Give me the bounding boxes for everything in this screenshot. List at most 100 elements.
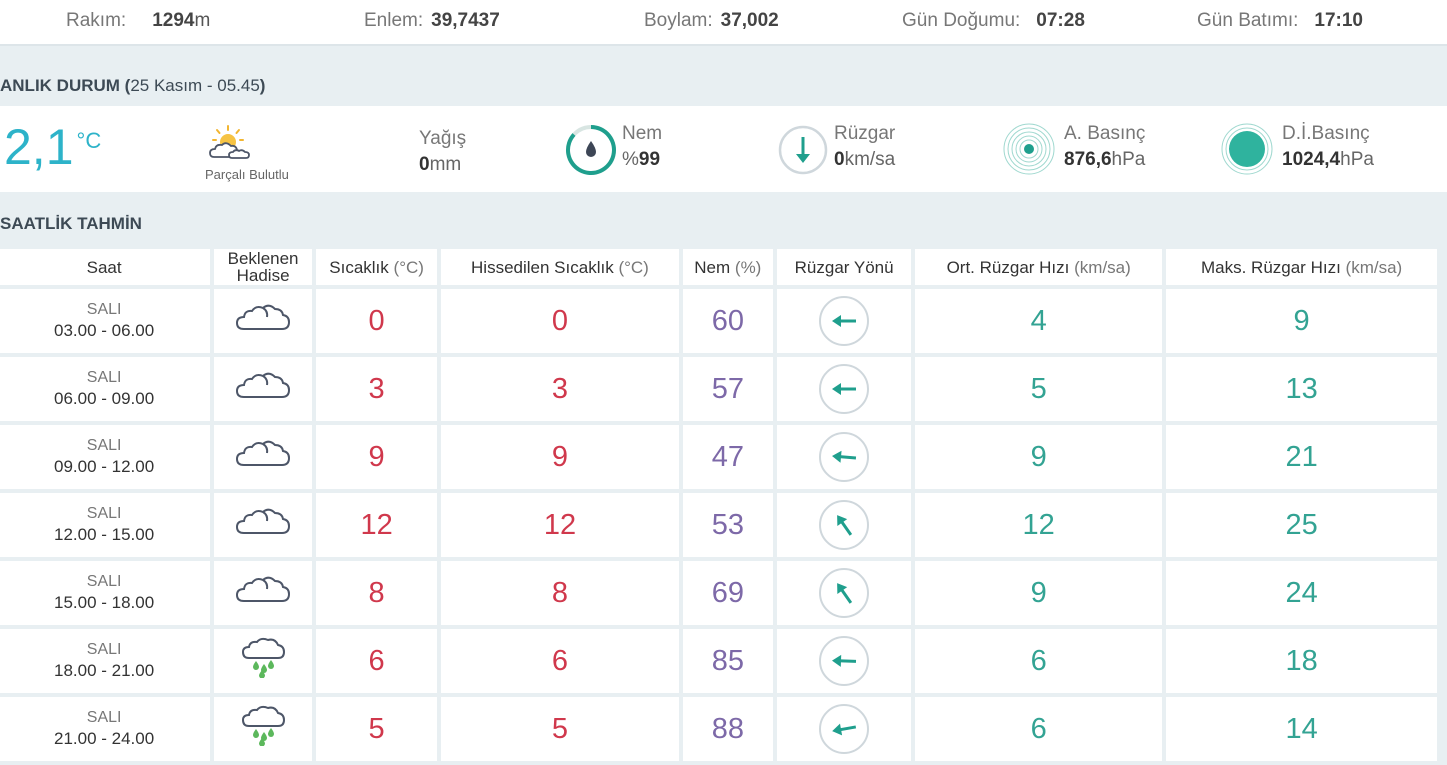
header-feels: Hissedilen Sıcaklık (°C) — [441, 249, 679, 285]
avg-wind-cell: 9 — [915, 561, 1163, 625]
sunset-value: 17:10 — [1314, 10, 1363, 31]
humidity-value: %99 — [622, 149, 660, 171]
table-header-row: Saat Beklenen Hadise Sıcaklık (°C) Hissed… — [0, 249, 1437, 285]
sea-pressure-unit: hPa — [1340, 149, 1374, 170]
cloud-icon — [236, 372, 291, 398]
wind-dir-cell — [777, 561, 912, 625]
wind-dir-cell — [777, 697, 912, 761]
time-range: 09.00 - 12.00 — [54, 457, 155, 476]
header-temp-unit: (°C) — [393, 257, 424, 277]
longitude: Boylam: 37,002 — [644, 10, 779, 32]
feels-cell: 12 — [441, 493, 679, 557]
altitude-unit: m — [194, 10, 211, 31]
wind-arrow — [837, 583, 853, 604]
header-event-line1: Beklenen — [227, 249, 299, 268]
max-wind-cell: 25 — [1166, 493, 1437, 557]
temp-cell: 5 — [315, 697, 438, 761]
wind-direction-icon — [819, 364, 870, 414]
wind-direction-icon — [819, 296, 870, 346]
table-row: SALI 09.00 - 12.00 9 9 47 9 21 — [0, 425, 1437, 489]
precip-unit: mm — [429, 154, 462, 175]
time-range: 21.00 - 24.00 — [54, 729, 155, 748]
feels-cell: 8 — [441, 561, 679, 625]
event-cell — [214, 697, 312, 761]
sea-pressure-label: D.İ.Basınç — [1282, 123, 1370, 144]
day-label: SALI — [86, 573, 122, 590]
wind-dir-cell — [777, 357, 912, 421]
wind-arrow — [832, 315, 857, 327]
header-humidity: Nem (%) — [682, 249, 774, 285]
pressure-label: A. Basınç — [1064, 123, 1146, 144]
hourly-forecast-title: SAATLİK TAHMİN — [0, 214, 142, 233]
temp-cell: 0 — [315, 289, 438, 353]
pressure-icon — [1003, 123, 1055, 175]
wind-unit: km/sa — [844, 149, 896, 170]
cloud-icon — [236, 576, 291, 602]
sea-pressure-value: 1024,4hPa — [1282, 149, 1374, 171]
feels-cell: 9 — [441, 425, 679, 489]
header-feels-text: Hissedilen Sıcaklık — [471, 257, 614, 277]
latitude-value: 39,7437 — [431, 10, 500, 31]
header-time-text: Saat — [86, 257, 122, 277]
cloud-icon — [236, 440, 291, 466]
time-cell: SALI 12.00 - 15.00 — [0, 493, 211, 557]
header-humidity-text: Nem — [694, 257, 731, 277]
header-event-line2: Hadise — [236, 266, 290, 285]
avg-wind-cell: 6 — [915, 697, 1163, 761]
time-range: 15.00 - 18.00 — [54, 593, 155, 612]
avg-wind-cell: 12 — [915, 493, 1163, 557]
time-cell: SALI 03.00 - 06.00 — [0, 289, 211, 353]
feels-cell: 3 — [441, 357, 679, 421]
humidity-cell: 60 — [682, 289, 774, 353]
pressure-value: 876,6hPa — [1064, 149, 1145, 171]
humidity-icon — [566, 125, 616, 175]
latitude-label: Enlem: — [364, 10, 424, 31]
temp-cell: 8 — [315, 561, 438, 625]
header-max-wind-unit: (km/sa) — [1345, 257, 1403, 277]
header-avg-wind-unit: (km/sa) — [1074, 257, 1131, 277]
current-date: 25 Kasım - 05.45 — [130, 76, 260, 95]
event-cell — [214, 289, 312, 353]
wind-dir-cell — [777, 425, 912, 489]
wind-direction-icon — [778, 125, 828, 175]
wind-label: Rüzgar — [834, 123, 896, 144]
max-wind-cell: 13 — [1166, 357, 1437, 421]
wind-dir-cell — [777, 493, 912, 557]
event-cell — [214, 425, 312, 489]
wind-value: 0km/sa — [834, 149, 895, 171]
header-feels-unit: (°C) — [618, 257, 649, 277]
altitude-label: Rakım: — [66, 10, 127, 31]
header-max-wind: Maks. Rüzgar Hızı (km/sa) — [1166, 249, 1437, 285]
max-wind-cell: 24 — [1166, 561, 1437, 625]
altitude-value: 1294 — [152, 10, 195, 31]
humidity-cell: 69 — [682, 561, 774, 625]
day-label: SALI — [86, 437, 122, 454]
latitude: Enlem: 39,7437 — [364, 10, 500, 32]
time-cell: SALI 15.00 - 18.00 — [0, 561, 211, 625]
table-row: SALI 06.00 - 09.00 3 3 57 5 13 — [0, 357, 1437, 421]
table-row: SALI 18.00 - 21.00 6 6 85 6 18 — [0, 629, 1437, 693]
avg-wind-cell: 4 — [915, 289, 1163, 353]
temp-cell: 9 — [315, 425, 438, 489]
feels-cell: 5 — [441, 697, 679, 761]
humidity-cell: 57 — [682, 357, 774, 421]
feels-cell: 0 — [441, 289, 679, 353]
time-cell: SALI 06.00 - 09.00 — [0, 357, 211, 421]
day-label: SALI — [86, 709, 122, 726]
wind-direction-icon — [819, 636, 870, 686]
wind-direction-icon — [819, 704, 870, 754]
current-conditions-title: ANLIK DURUM (25 Kasım - 05.45) — [0, 76, 265, 96]
wind-direction-icon — [819, 500, 870, 550]
time-range: 12.00 - 15.00 — [54, 525, 155, 544]
cloud-icon — [236, 304, 291, 330]
sunset: Gün Batımı: 17:10 — [1197, 10, 1363, 32]
time-range: 03.00 - 06.00 — [54, 321, 155, 340]
event-cell — [214, 493, 312, 557]
humidity-cell: 85 — [682, 629, 774, 693]
wind-direction-icon — [819, 432, 870, 482]
header-temp-text: Sıcaklık — [329, 257, 389, 277]
temp-cell: 12 — [315, 493, 438, 557]
day-label: SALI — [86, 369, 122, 386]
temperature-value: 2,1 — [4, 119, 74, 175]
pressure-unit: hPa — [1111, 149, 1146, 170]
